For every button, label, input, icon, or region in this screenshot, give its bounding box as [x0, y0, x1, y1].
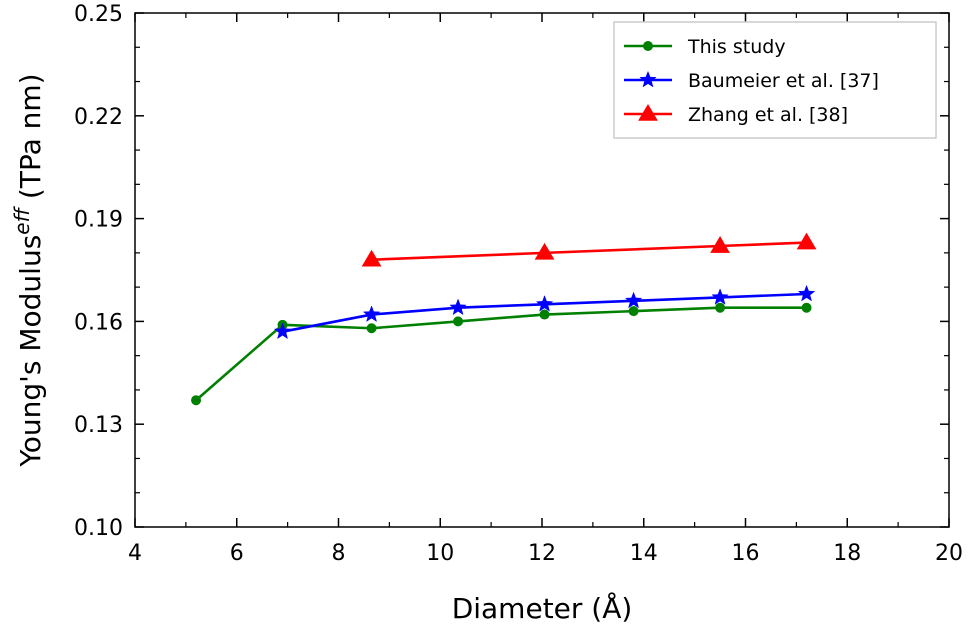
legend-marker [643, 41, 653, 51]
x-tick-label: 16 [732, 541, 760, 566]
y-tick-label: 0.10 [74, 516, 123, 541]
x-tick-label: 10 [426, 541, 454, 566]
y-tick-label: 0.16 [74, 310, 123, 335]
legend-entry: Baumeier et al. [37] [624, 70, 879, 92]
legend-label: Baumeier et al. [37] [688, 70, 879, 92]
data-point [711, 288, 729, 305]
y-axis-title: Young's Moduluseff (TPa nm) [10, 73, 47, 467]
legend-label: This study [687, 36, 786, 58]
data-point [449, 298, 467, 316]
series-2 [273, 284, 816, 340]
y-axis-title-unit: (TPa nm) [14, 73, 47, 208]
data-point [710, 236, 730, 253]
x-tick-label: 8 [332, 541, 346, 566]
x-tick-label: 4 [128, 541, 142, 566]
data-point [801, 302, 812, 313]
legend: This study Baumeier et al. [37] Zhang et a… [613, 21, 937, 139]
series-1 [191, 302, 812, 406]
data-point [797, 284, 816, 302]
data-point [273, 322, 292, 340]
series-line [371, 241, 807, 262]
data-point [453, 316, 464, 327]
legend-entries: This study Baumeier et al. [37] Zhang et a… [624, 36, 879, 126]
y-tick-label: 0.25 [74, 2, 123, 27]
legend-label: Zhang et al. [38] [688, 104, 848, 126]
series-line [195, 306, 807, 402]
x-tick-label: 14 [630, 541, 658, 566]
y-axis-title-superscript: eff [10, 205, 34, 234]
x-axis-title: Diameter (Å) [452, 591, 633, 625]
legend-marker [639, 70, 657, 88]
series-layer [191, 232, 817, 406]
x-tick-label: 20 [935, 541, 963, 566]
data-point [715, 302, 726, 313]
y-tick-label: 0.13 [74, 413, 123, 438]
x-tick-label: 12 [528, 541, 556, 566]
data-point [535, 295, 554, 312]
legend-marker [638, 104, 658, 121]
legend-entry: Zhang et al. [38] [624, 104, 848, 126]
data-point [628, 306, 639, 317]
x-tick-label: 18 [833, 541, 861, 566]
y-tick-label: 0.22 [74, 105, 123, 130]
legend-entry: This study [624, 36, 786, 58]
x-tick-label: 6 [230, 541, 244, 566]
data-point [191, 395, 202, 406]
data-point [796, 232, 817, 250]
axes-layer: 4 6 8 10 12 14 16 18 20 0.10 0.13 0.16 0.19 0.22 0.25 [74, 2, 963, 566]
y-axis-title-main: Young's Modulus [14, 235, 47, 468]
data-point [361, 249, 382, 267]
series-3 [361, 232, 817, 267]
data-point [366, 323, 377, 334]
data-point [534, 242, 555, 260]
data-point [624, 291, 643, 309]
y-tick-label: 0.19 [74, 208, 123, 233]
data-point [362, 305, 381, 322]
data-point [539, 309, 550, 320]
